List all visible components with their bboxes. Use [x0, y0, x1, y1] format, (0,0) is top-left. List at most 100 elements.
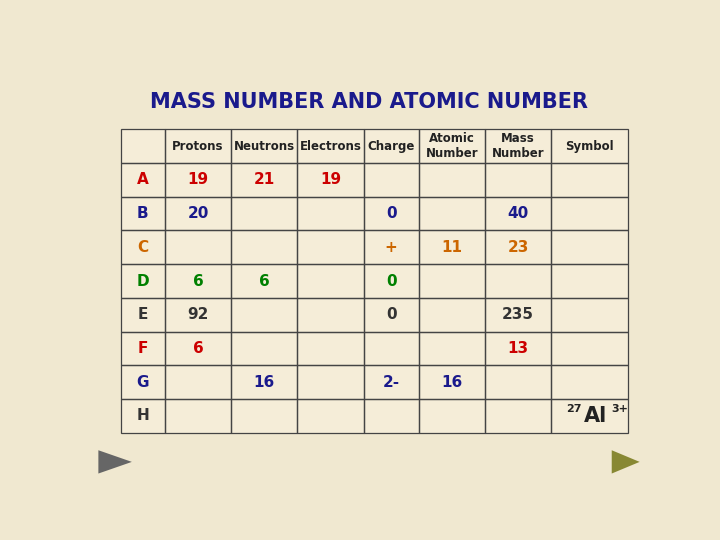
Text: 13: 13 [508, 341, 528, 356]
Bar [231, 163, 297, 197]
Text: 40: 40 [508, 206, 528, 221]
Bar [121, 197, 165, 231]
Bar [364, 332, 419, 366]
Bar [552, 197, 629, 231]
Text: 3+: 3+ [611, 403, 628, 414]
Bar [297, 366, 364, 399]
Bar [364, 264, 419, 298]
Text: MASS NUMBER AND ATOMIC NUMBER: MASS NUMBER AND ATOMIC NUMBER [150, 92, 588, 112]
Text: 19: 19 [187, 172, 209, 187]
Bar [485, 332, 552, 366]
Bar [231, 399, 297, 433]
Bar [165, 366, 231, 399]
Text: 235: 235 [502, 307, 534, 322]
Bar [485, 163, 552, 197]
Text: 92: 92 [187, 307, 209, 322]
Bar [231, 366, 297, 399]
Bar [419, 197, 485, 231]
Text: Symbol: Symbol [565, 140, 614, 153]
Bar [165, 298, 231, 332]
Bar [419, 298, 485, 332]
Bar [231, 231, 297, 264]
Bar [297, 129, 364, 163]
Bar [419, 197, 485, 231]
Bar [231, 231, 297, 264]
Bar [485, 366, 552, 399]
Bar [485, 399, 552, 433]
Bar [297, 366, 364, 399]
Bar [231, 129, 297, 163]
Bar [419, 366, 485, 399]
Bar [231, 197, 297, 231]
Polygon shape [612, 450, 639, 474]
Bar [231, 264, 297, 298]
Bar [419, 399, 485, 433]
Bar [297, 264, 364, 298]
Bar [419, 298, 485, 332]
Text: 20: 20 [187, 206, 209, 221]
Bar [231, 163, 297, 197]
Bar [552, 231, 629, 264]
Bar [552, 231, 629, 264]
Bar [297, 163, 364, 197]
Bar [419, 332, 485, 366]
Bar [297, 163, 364, 197]
Bar [552, 298, 629, 332]
Text: 0: 0 [386, 206, 397, 221]
Bar [552, 399, 629, 433]
Text: 19: 19 [320, 172, 341, 187]
Bar [364, 197, 419, 231]
Bar [165, 129, 231, 163]
Bar [121, 298, 165, 332]
Bar [485, 298, 552, 332]
Bar [364, 163, 419, 197]
Bar [364, 231, 419, 264]
Bar [231, 366, 297, 399]
Bar [165, 298, 231, 332]
Bar [552, 264, 629, 298]
Text: Al: Al [584, 406, 608, 426]
Text: Electrons: Electrons [300, 140, 361, 153]
Bar [121, 332, 165, 366]
Bar [297, 197, 364, 231]
Bar [297, 399, 364, 433]
Bar [297, 264, 364, 298]
Bar [231, 197, 297, 231]
Bar [419, 366, 485, 399]
Bar [165, 163, 231, 197]
Bar [485, 231, 552, 264]
Bar [485, 366, 552, 399]
Bar [121, 399, 165, 433]
Bar [364, 366, 419, 399]
Bar [364, 129, 419, 163]
Bar [121, 264, 165, 298]
Bar [121, 298, 165, 332]
Text: 0: 0 [386, 307, 397, 322]
Bar [364, 197, 419, 231]
Bar [165, 197, 231, 231]
Text: 2-: 2- [382, 375, 400, 390]
Bar [364, 231, 419, 264]
Bar [419, 264, 485, 298]
Bar [552, 264, 629, 298]
Text: A: A [137, 172, 148, 187]
Bar [297, 197, 364, 231]
Bar [485, 163, 552, 197]
Bar [121, 163, 165, 197]
Text: 11: 11 [441, 240, 462, 255]
Bar [165, 332, 231, 366]
Text: H: H [136, 408, 149, 423]
Text: +: + [384, 240, 397, 255]
Bar [552, 366, 629, 399]
Text: 6: 6 [192, 274, 203, 288]
Bar [165, 197, 231, 231]
Bar [231, 264, 297, 298]
Bar [121, 366, 165, 399]
Bar [364, 298, 419, 332]
Bar [364, 399, 419, 433]
Bar [297, 298, 364, 332]
Bar [165, 264, 231, 298]
Text: 0: 0 [386, 274, 397, 288]
Bar [231, 399, 297, 433]
Bar [165, 231, 231, 264]
